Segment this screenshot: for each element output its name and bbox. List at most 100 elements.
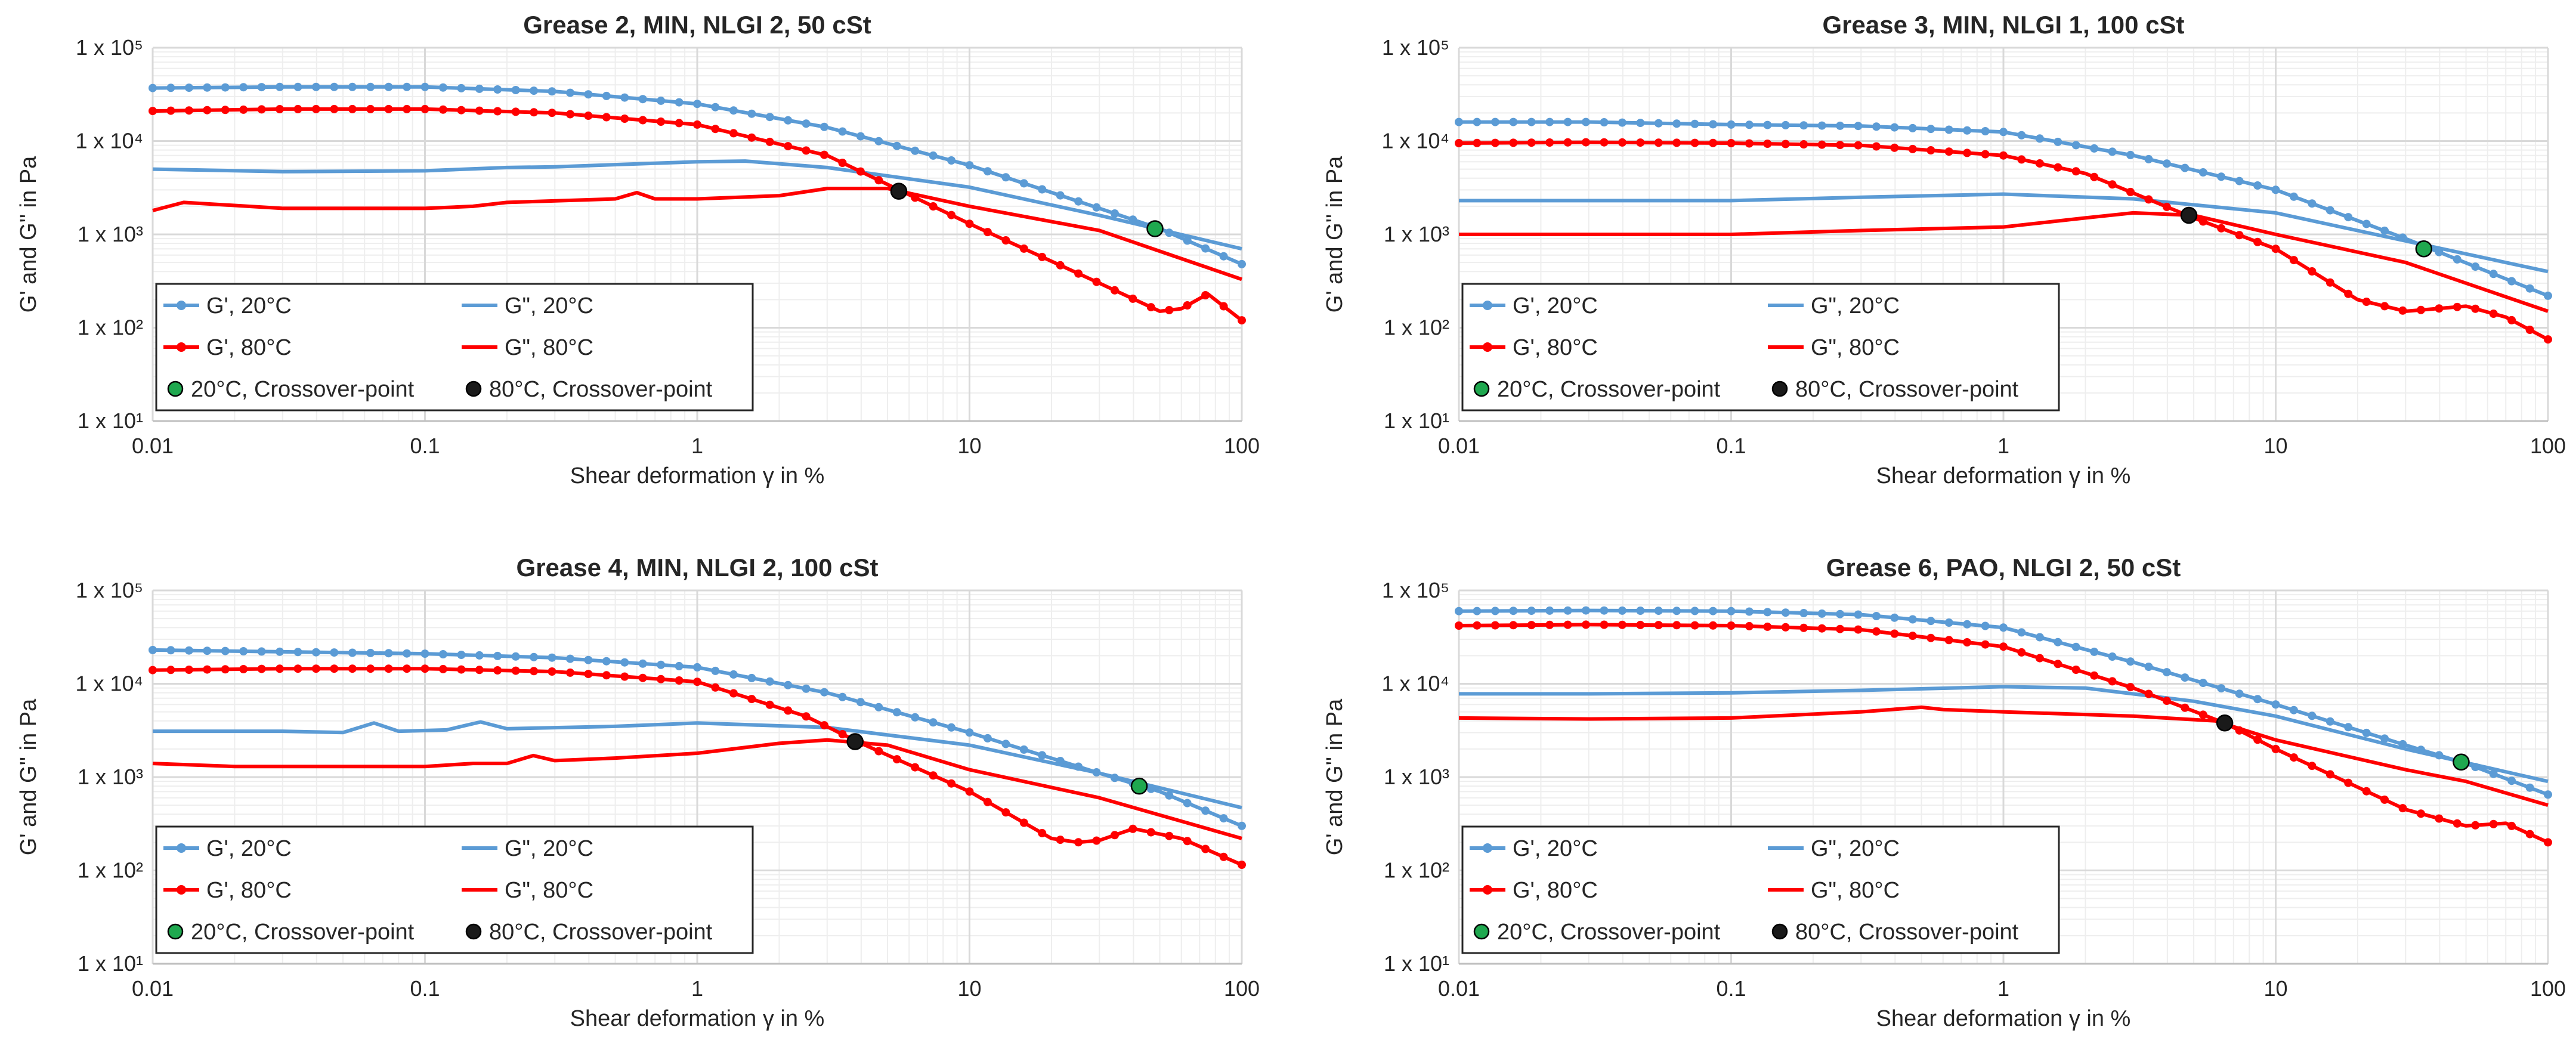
series-marker-g1_20 [1872, 612, 1881, 620]
series-marker-g1_20 [1999, 623, 2008, 632]
series-marker-g1_20 [657, 96, 666, 105]
series-marker-g1_20 [802, 684, 811, 693]
series-marker-g1_20 [1636, 607, 1645, 615]
series-marker-g1_20 [330, 82, 339, 91]
x-tick-label: 100 [2530, 976, 2566, 1001]
legend-key-cross_80 [465, 380, 482, 397]
series-marker-g1_80 [2453, 819, 2461, 828]
series-marker-g1_20 [1763, 120, 1772, 129]
series-marker-g1_80 [747, 695, 756, 704]
legend-label-g1_20: G', 20°C [206, 836, 292, 861]
series-marker-g1_20 [675, 98, 684, 107]
series-marker-g1_20 [257, 647, 266, 656]
y-axis-title: G' and G'' in Pa [16, 698, 41, 855]
series-marker-g1_80 [2362, 787, 2371, 796]
series-marker-g1_20 [747, 109, 756, 118]
series-marker-g1_80 [1165, 831, 1174, 840]
series-marker-g1_80 [2435, 814, 2444, 823]
series-marker-g1_20 [1545, 117, 1554, 126]
series-marker-g1_20 [2035, 633, 2044, 642]
series-marker-g1_20 [420, 649, 429, 658]
series-marker-g1_80 [1817, 624, 1826, 633]
series-marker-g1_80 [438, 105, 447, 114]
series-marker-g1_80 [765, 137, 774, 146]
series-marker-g1_80 [1981, 640, 1990, 649]
series-marker-g1_80 [493, 107, 502, 116]
series-marker-g1_80 [947, 779, 956, 788]
series-marker-g1_80 [765, 700, 774, 709]
y-axis-title: G' and G'' in Pa [1322, 698, 1347, 855]
series-marker-g1_80 [2253, 735, 2262, 744]
series-marker-g1_80 [1926, 633, 1935, 642]
series-marker-g1_80 [2054, 163, 2062, 172]
series-marker-g1_80 [602, 671, 611, 680]
series-marker-g1_80 [2398, 306, 2407, 315]
series-marker-g1_80 [911, 763, 920, 772]
series-marker-g1_80 [675, 119, 684, 128]
x-tick-label: 10 [957, 976, 981, 1001]
series-marker-g1_20 [2217, 684, 2226, 693]
series-marker-g1_20 [1238, 821, 1246, 830]
y-tick-label: 1 x 10³ [1384, 765, 1449, 789]
series-marker-g1_20 [1981, 127, 1990, 135]
series-marker-g1_80 [2271, 744, 2280, 753]
legend-label-cross_20: 20°C, Crossover-point [1497, 377, 1721, 402]
series-marker-g1_80 [1509, 621, 1518, 630]
series-marker-g1_20 [1709, 607, 1718, 615]
chart-title: Grease 4, MIN, NLGI 2, 100 cSt [517, 553, 879, 581]
series-marker-g1_80 [1763, 140, 1772, 148]
series-marker-g1_20 [1509, 607, 1518, 615]
chart-panel-1: 0.01 0.1 1 10 100 1 x 10¹ 1 x 10² 1 x 10³ 1 x 10… [16, 11, 1260, 488]
series-marker-g1_20 [348, 82, 357, 91]
series-marker-g1_80 [711, 683, 720, 692]
series-marker-g1_80 [2035, 159, 2044, 168]
series-marker-g1_80 [584, 112, 593, 120]
series-marker-g1_20 [1600, 118, 1609, 126]
series-marker-g1_20 [1890, 123, 1899, 132]
series-marker-g1_80 [1219, 302, 1228, 311]
legend-label-g2_20: G", 20°C [1811, 836, 1900, 861]
legend-label-g1_80: G', 80°C [206, 878, 292, 903]
series-marker-g1_80 [620, 672, 629, 681]
series-marker-g1_20 [184, 646, 193, 655]
series-marker-g1_80 [1672, 138, 1681, 147]
series-marker-g1_20 [1600, 606, 1609, 615]
series-marker-g1_80 [983, 228, 992, 237]
y-tick-label: 1 x 10³ [78, 765, 143, 789]
series-marker-g1_20 [548, 653, 556, 662]
series-marker-g1_80 [2380, 795, 2389, 804]
series-line-g2_80 [152, 738, 1242, 840]
series-marker-g1_20 [566, 88, 574, 97]
y-axis-title: G' and G'' in Pa [16, 156, 41, 313]
series-marker-g1_80 [838, 159, 847, 167]
series-marker-g1_20 [1056, 191, 1065, 200]
series-marker-g1_20 [1582, 606, 1590, 615]
series-marker-g1_80 [1636, 138, 1645, 147]
series-marker-g1_80 [548, 667, 556, 676]
series-marker-g1_80 [1672, 621, 1681, 630]
series-marker-g1_80 [874, 176, 883, 185]
series-marker-g1_80 [366, 104, 375, 113]
series-marker-g1_80 [166, 106, 175, 115]
series-marker-g1_20 [1745, 607, 1754, 616]
series-marker-g1_80 [2126, 683, 2135, 692]
series-marker-g1_20 [276, 82, 284, 91]
series-marker-g1_20 [384, 649, 393, 658]
series-marker-g1_80 [693, 120, 701, 129]
x-axis-title: Shear deformation γ in % [1876, 1006, 2131, 1031]
series-marker-g1_20 [2017, 628, 2026, 637]
series-marker-g1_20 [1981, 621, 1990, 630]
series-marker-g1_20 [620, 93, 629, 102]
series-marker-g1_80 [1908, 632, 1917, 641]
series-marker-g1_20 [1183, 236, 1192, 245]
series-marker-g1_80 [1092, 836, 1101, 845]
series-marker-g1_80 [1111, 286, 1119, 295]
series-marker-g1_20 [438, 650, 447, 658]
series-marker-g1_20 [838, 692, 847, 701]
series-marker-g1_20 [1527, 117, 1536, 126]
series-marker-g1_80 [1056, 261, 1065, 270]
legend-label-g2_80: G", 80°C [1811, 878, 1900, 903]
series-marker-g1_80 [276, 664, 284, 673]
series-marker-g1_20 [784, 680, 793, 689]
